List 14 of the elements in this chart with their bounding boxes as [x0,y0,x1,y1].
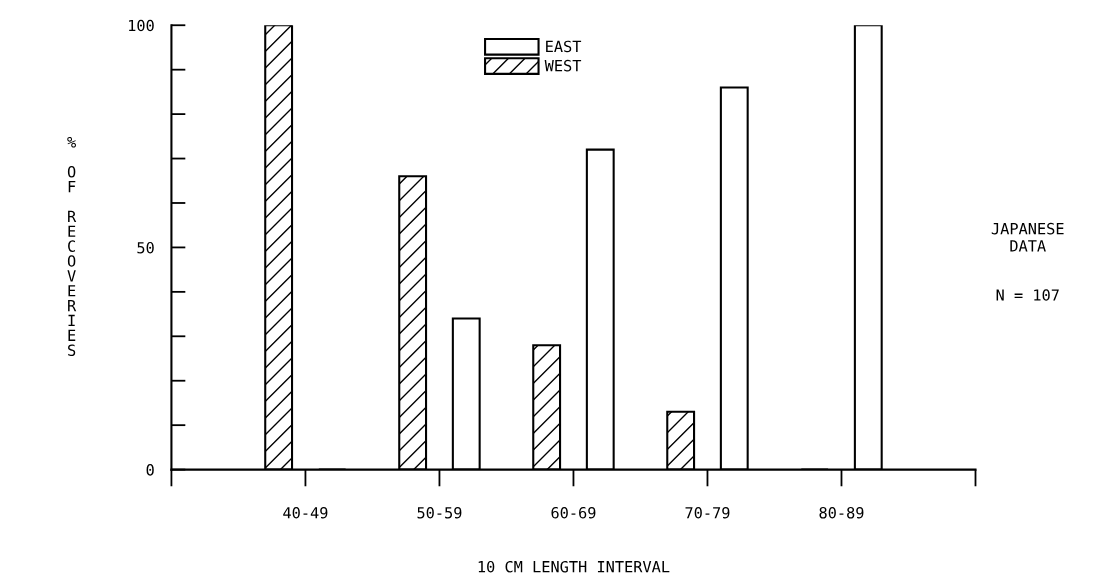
text: % OF RECOVERIES [67,136,77,356]
text: N = 107 [996,289,1059,301]
x-tick-label: 40-49 [283,506,328,519]
y-tick-label: 50 [137,241,154,254]
x-tick-label: 60-69 [551,506,596,519]
x-axis-title: 10 CM LENGTH INTERVAL [478,560,670,573]
legend-label: EAST [546,40,582,53]
y-tick-label: 0 [146,464,154,476]
x-tick-label: 50-59 [417,506,462,519]
x-tick-label: 80-89 [819,506,864,519]
text: JAPANESE DATA [991,222,1064,252]
x-tick-label: 70-79 [685,506,730,519]
y-tick-label: 100 [129,19,154,32]
legend-label: WEST [544,59,582,72]
